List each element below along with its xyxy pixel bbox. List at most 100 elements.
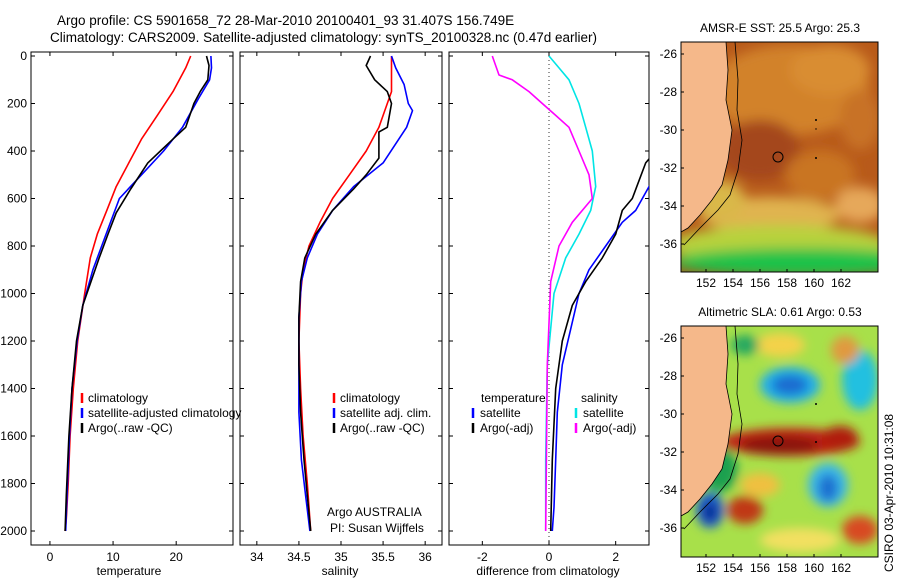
series-line-satellite-adj-clim- — [298, 55, 414, 532]
x-tick-label: 34.5 — [287, 550, 311, 564]
map-x-tick-label: 162 — [831, 276, 851, 290]
panel-frame-temperature — [30, 51, 234, 546]
series-line-temperature-satellite — [551, 185, 649, 532]
figure-title-line-1: Argo profile: CS 5901658_72 28-Mar-2010 … — [57, 13, 514, 28]
annotation-line-1: Argo AUSTRALIA — [327, 505, 422, 519]
legend-label: Argo(-adj) — [480, 421, 533, 435]
map-y-tick-label: -28 — [660, 85, 678, 99]
x-axis-label: salinity — [322, 564, 359, 578]
map-y-tick-label: -36 — [660, 237, 678, 251]
y-tick-label: 1000 — [0, 287, 27, 301]
x-tick-label: 0 — [47, 550, 54, 564]
series-line-salinity-argo-adj- — [491, 55, 594, 532]
figure-title-line-2: Climatology: CARS2009. Satellite-adjuste… — [50, 30, 597, 45]
x-tick-label: 36 — [418, 550, 432, 564]
sst-map-title: AMSR-E SST: 25.5 Argo: 25.3 — [700, 21, 860, 35]
map-x-tick-label: 162 — [831, 561, 851, 575]
x-tick-label: 0 — [546, 550, 553, 564]
series-line-climatology — [298, 56, 393, 532]
y-tick-label: 200 — [7, 97, 27, 111]
map-y-tick-label: -30 — [660, 123, 678, 137]
profile-panels: 0 10 2002004006008001000120014001600180020… — [0, 49, 650, 578]
series-line-temperature-argo-adj- — [549, 157, 649, 532]
map-y-tick-label: -28 — [660, 369, 678, 383]
map-ticks-sst: 152 154 156 158 160 162 -26 -28 -30 -32 -34 -36 — [660, 47, 852, 290]
y-tick-label: 2000 — [0, 524, 27, 538]
map-x-tick-label: 152 — [696, 561, 716, 575]
legend-label: satellite adj. clim. — [340, 406, 431, 420]
sst-map — [681, 42, 878, 272]
y-tick-label: 1400 — [0, 382, 27, 396]
map-y-tick-label: -32 — [660, 161, 678, 175]
side-timestamp-label: CSIRO 03-Apr-2010 10:31:08 — [882, 414, 896, 572]
map-x-tick-label: 156 — [750, 561, 770, 575]
map-x-tick-label: 154 — [723, 276, 743, 290]
y-tick-label: 800 — [7, 239, 27, 253]
legend-label: satellite — [480, 406, 521, 420]
series-line-climatology — [64, 55, 192, 532]
legend-label: climatology — [340, 391, 400, 405]
map-y-tick-label: -26 — [660, 331, 678, 345]
map-x-tick-label: 152 — [696, 276, 716, 290]
map-y-tick-label: -34 — [660, 199, 678, 213]
legend-label: Argo(..raw -QC) — [88, 421, 173, 435]
y-tick-label: 0 — [20, 49, 27, 63]
map-x-tick-label: 160 — [804, 561, 824, 575]
series-line-argo-raw-qc- — [64, 55, 210, 532]
panel-temperature: 0 10 2002004006008001000120014001600180020… — [0, 49, 234, 578]
sla-argo-marker — [772, 435, 784, 447]
map-x-tick-label: 154 — [723, 561, 743, 575]
series-line-argo-raw-qc- — [298, 55, 393, 532]
map-x-tick-label: 158 — [777, 276, 797, 290]
x-axis-label: difference from climatology — [476, 564, 619, 578]
map-y-tick-label: -36 — [660, 521, 678, 535]
x-tick-label: 35 — [334, 550, 348, 564]
legend-label: Argo(..raw -QC) — [340, 421, 425, 435]
y-tick-label: 600 — [7, 192, 27, 206]
y-tick-label: 1200 — [0, 334, 27, 348]
legend-heading-temperature: temperature — [481, 391, 546, 405]
legend-label: satellite-adjusted climatology — [88, 406, 241, 420]
map-y-tick-label: -32 — [660, 445, 678, 459]
panel-frame-difference — [448, 51, 650, 546]
legend-heading-salinity: salinity — [581, 391, 618, 405]
panel-salinity: 34 34.5 35 35.5 36 salinity — [239, 51, 443, 578]
x-tick-label: 35.5 — [371, 550, 395, 564]
x-tick-label: 34 — [250, 550, 264, 564]
x-tick-label: 20 — [170, 550, 184, 564]
x-tick-label: -2 — [477, 550, 488, 564]
legend-difference: temperature salinitysatelliteArgo(-adj)sa… — [471, 391, 636, 435]
y-tick-label: 1800 — [0, 477, 27, 491]
series-group — [298, 55, 414, 532]
sla-map-title: Altimetric SLA: 0.61 Argo: 0.53 — [698, 305, 862, 319]
map-x-tick-label: 160 — [804, 276, 824, 290]
legend-label: Argo(-adj) — [583, 421, 636, 435]
sla-land — [681, 326, 732, 516]
legend-label: satellite — [583, 406, 624, 420]
map-y-tick-label: -30 — [660, 407, 678, 421]
series-line-salinity-satellite — [544, 55, 597, 531]
sla-map — [681, 326, 878, 557]
map-ticks-sla: 152 154 156 158 160 162 -26 -28 -30 -32 -34 -36 — [660, 331, 852, 575]
y-tick-label: 400 — [7, 144, 27, 158]
x-tick-label: 2 — [612, 550, 619, 564]
sst-argo-marker — [772, 151, 784, 163]
sst-land — [681, 42, 732, 232]
panel-frame-salinity — [239, 51, 443, 546]
x-axis-label: temperature — [97, 564, 162, 578]
map-y-tick-label: -26 — [660, 47, 678, 61]
series-group — [64, 55, 213, 532]
y-tick-label: 1600 — [0, 429, 27, 443]
map-x-tick-label: 156 — [750, 276, 770, 290]
legend-label: climatology — [88, 391, 148, 405]
annotation-line-2: PI: Susan Wijffels — [330, 521, 424, 535]
salinity-annotation: Argo AUSTRALIA PI: Susan Wijffels — [327, 505, 424, 535]
x-tick-label: 10 — [106, 550, 120, 564]
series-group — [491, 55, 649, 532]
map-y-tick-label: -34 — [660, 483, 678, 497]
